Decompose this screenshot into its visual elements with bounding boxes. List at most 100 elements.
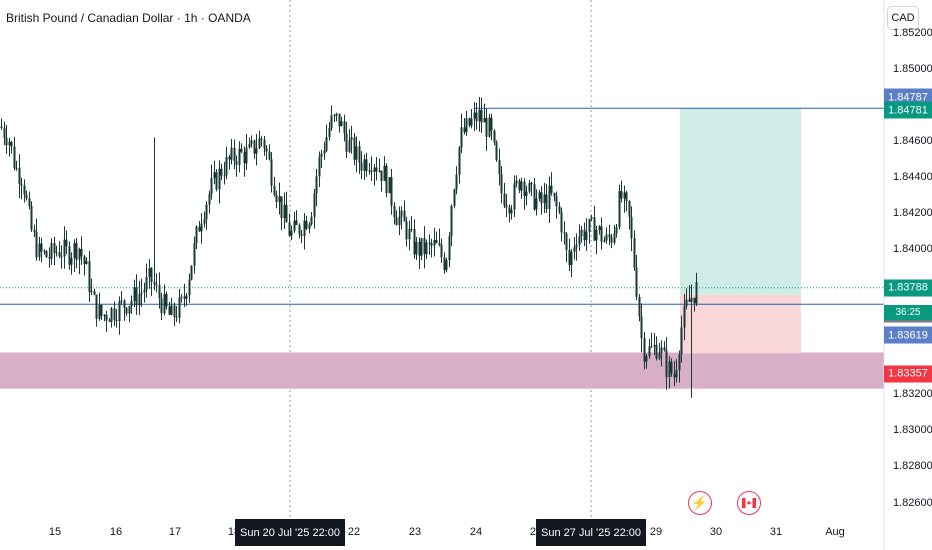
candle-body <box>155 284 158 286</box>
candle-body <box>88 261 91 292</box>
candle-body <box>43 251 46 253</box>
candle-body <box>303 220 306 236</box>
symbol-title: British Pound / Canadian Dollar · 1h · O… <box>6 11 251 25</box>
candle-body <box>45 251 48 258</box>
candle-body <box>133 287 136 301</box>
candle-body <box>20 184 23 186</box>
candle-body <box>478 109 481 122</box>
candle-body <box>620 191 623 199</box>
candle-body <box>415 241 418 255</box>
candle-body <box>635 267 638 297</box>
long-position-tool[interactable] <box>680 108 801 354</box>
candle-body <box>245 147 248 164</box>
candle-body <box>655 345 658 359</box>
candle-body <box>510 209 513 214</box>
candle-body <box>565 233 568 251</box>
candle-body <box>575 244 578 248</box>
candle-body <box>643 338 646 362</box>
candle-body <box>413 228 416 255</box>
candle-body <box>440 244 443 258</box>
currency-button[interactable]: CAD <box>887 6 919 30</box>
candle-body <box>275 195 278 203</box>
candle-body <box>73 243 76 259</box>
candle-body <box>615 227 618 234</box>
candle-body <box>380 170 383 181</box>
time-tick-label: 23 <box>408 526 422 538</box>
candle-body <box>140 292 143 294</box>
candle-body <box>243 151 246 164</box>
candle-body <box>435 240 438 243</box>
candle-body <box>668 361 671 378</box>
candle-body <box>0 126 3 129</box>
candle-body <box>268 151 271 160</box>
candle-body <box>290 230 293 236</box>
time-tick-label: Aug <box>825 526 845 538</box>
candle-body <box>490 117 493 131</box>
candle-body <box>135 287 138 306</box>
candle-body <box>30 205 33 230</box>
lightning-icon[interactable]: ⚡ <box>688 491 712 515</box>
candle-body <box>618 191 621 228</box>
candle-body <box>693 297 696 304</box>
candle-body <box>520 181 523 191</box>
candle-body <box>143 289 146 293</box>
time-tick-label: 29 <box>649 526 663 538</box>
candle-body <box>80 248 83 257</box>
candle-body <box>470 118 473 126</box>
candle-body <box>603 240 606 242</box>
candle-body <box>218 168 221 190</box>
candle-body <box>658 352 661 359</box>
candle-body <box>538 192 541 199</box>
price-tick-label: 1.85200 <box>893 26 932 39</box>
candle-body <box>185 295 188 299</box>
candle-body <box>483 117 486 123</box>
candle-body <box>343 121 346 134</box>
candle-body <box>628 200 631 217</box>
candle-body <box>523 181 526 197</box>
price-tag: 1.84787 <box>884 88 932 106</box>
candle-body <box>420 238 423 256</box>
candle-body <box>213 172 216 179</box>
position-stop-area[interactable] <box>680 294 801 354</box>
candle-body <box>580 229 583 237</box>
canada-flag-icon[interactable] <box>737 491 761 515</box>
candle-body <box>578 236 581 245</box>
candle-body <box>373 167 376 172</box>
candle-body <box>8 141 11 146</box>
candle-body <box>600 226 603 242</box>
candle-body <box>315 176 318 194</box>
candle-body <box>160 298 163 314</box>
candle-body <box>250 140 253 144</box>
candle-body <box>228 156 231 160</box>
candle-body <box>123 300 126 309</box>
time-tick-label: 24 <box>469 526 483 538</box>
candle-body <box>548 185 551 210</box>
bar-countdown: 36:25 <box>884 305 932 320</box>
price-tag: 1.83619 <box>884 326 932 344</box>
position-profit-area[interactable] <box>680 108 801 295</box>
candle-body <box>355 146 358 160</box>
candle-body <box>110 308 113 322</box>
price-tick-label: 1.85000 <box>893 62 932 75</box>
candle-body <box>540 192 543 204</box>
candle-body <box>630 216 633 238</box>
candle-body <box>368 170 371 172</box>
candle-body <box>393 205 396 218</box>
candle-body <box>28 198 31 206</box>
price-tag: 1.83788 <box>884 279 932 297</box>
candle-body <box>625 192 628 201</box>
support-zone-rect[interactable] <box>0 352 884 389</box>
candle-body <box>428 242 431 244</box>
candle-body <box>448 236 451 261</box>
candle-body <box>263 139 266 149</box>
candle-body <box>293 220 296 231</box>
candle-body <box>595 229 598 241</box>
support-zone[interactable] <box>0 352 884 389</box>
candle-body <box>610 237 613 243</box>
candle-body <box>83 256 86 265</box>
candle-body <box>508 207 511 214</box>
time-tick-label: 15 <box>48 526 62 538</box>
candle-body <box>260 138 263 140</box>
price-tick-label: 1.82600 <box>893 496 932 509</box>
